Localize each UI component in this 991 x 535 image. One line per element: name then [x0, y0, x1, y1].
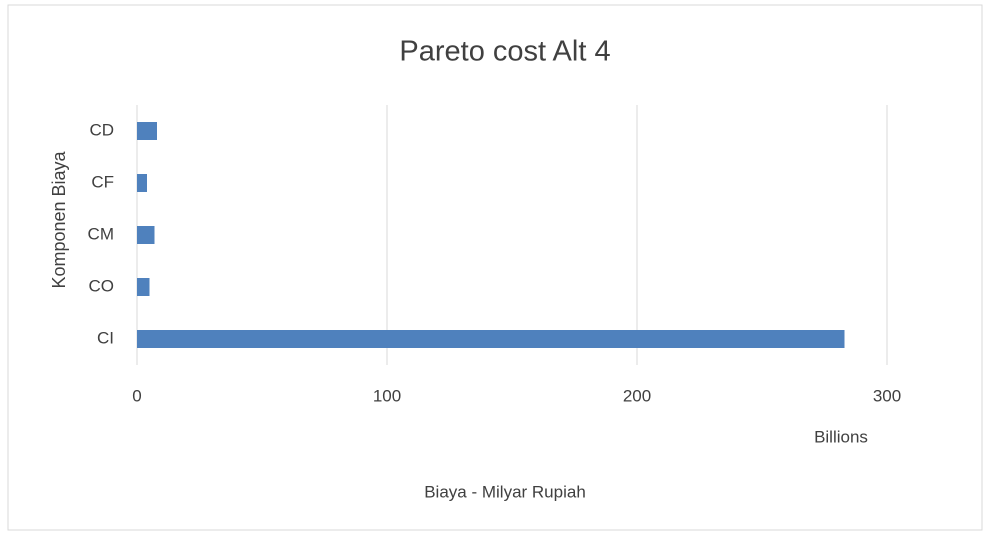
y-tick-label: CO	[89, 276, 115, 295]
y-tick-label: CF	[91, 172, 114, 191]
x-tick-label: 200	[623, 386, 651, 405]
bar	[137, 174, 147, 192]
bar	[137, 226, 155, 244]
bar	[137, 122, 157, 140]
x-axis-label: Biaya - Milyar Rupiah	[424, 482, 586, 501]
x-tick-label: 300	[873, 386, 901, 405]
chart-title: Pareto cost Alt 4	[399, 36, 610, 68]
y-axis-label: Komponen Biaya	[49, 150, 69, 288]
y-tick-label: CI	[97, 328, 114, 347]
x-unit-label: Billions	[814, 427, 868, 446]
bar	[137, 330, 845, 348]
y-tick-label: CD	[89, 120, 114, 139]
x-tick-label: 100	[373, 386, 401, 405]
chart-border	[7, 4, 983, 531]
y-tick-label: CM	[88, 224, 114, 243]
x-tick-label: 0	[132, 386, 141, 405]
bar	[137, 278, 150, 296]
